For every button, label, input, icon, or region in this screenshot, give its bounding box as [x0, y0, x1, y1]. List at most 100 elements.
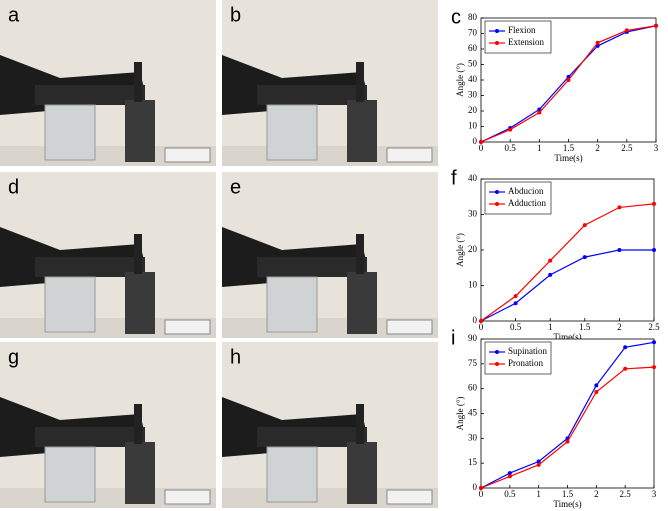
data-point: [513, 294, 518, 299]
controller: [386, 319, 433, 335]
handle: [356, 404, 364, 444]
data-point: [508, 127, 513, 132]
y-axis-label: Angle (°): [455, 63, 465, 97]
photo: d: [0, 172, 216, 338]
data-point: [582, 255, 587, 260]
data-point: [624, 28, 629, 33]
data-point: [594, 383, 599, 388]
y-tick-label: 30: [468, 432, 478, 442]
x-axis-label: Time(s): [553, 332, 581, 342]
data-point: [582, 223, 587, 228]
legend-label: Extension: [508, 37, 544, 47]
controller: [386, 489, 433, 505]
photo: a: [0, 0, 216, 166]
data-point: [479, 140, 483, 144]
data-point: [479, 486, 483, 490]
x-tick-label: 2: [595, 143, 600, 153]
y-tick-label: 40: [468, 173, 478, 183]
y-tick-label: 20: [468, 105, 478, 115]
photo-label: e: [230, 176, 241, 198]
series-line: [480, 203, 655, 322]
legend-marker: [495, 362, 499, 366]
x-tick-label: 3: [654, 143, 659, 153]
legend-marker: [495, 29, 499, 33]
data-point: [548, 272, 553, 277]
y-tick-label: 0: [473, 315, 478, 325]
frame-left: [266, 446, 318, 503]
data-point: [652, 340, 656, 345]
legend-marker: [495, 202, 499, 206]
legend-marker: [495, 41, 499, 45]
device: [125, 100, 155, 162]
photo: e: [222, 172, 438, 338]
device: [347, 100, 377, 162]
x-tick-label: 1: [536, 489, 541, 499]
photo-label: d: [8, 176, 19, 198]
controller: [386, 147, 433, 163]
x-tick-label: 0: [479, 489, 484, 499]
handle: [134, 404, 142, 444]
x-tick-label: 0.5: [505, 143, 517, 153]
y-tick-label: 0: [473, 136, 478, 146]
y-tick-label: 70: [468, 28, 478, 38]
frame-left: [266, 104, 318, 161]
arm-support: [35, 427, 145, 447]
x-tick-label: 0.5: [504, 489, 516, 499]
device: [125, 442, 155, 504]
x-tick-label: 1.5: [579, 322, 591, 332]
x-tick-label: 1: [537, 143, 542, 153]
photo: g: [0, 342, 216, 508]
data-point: [595, 40, 600, 45]
x-tick-label: 2.5: [621, 143, 633, 153]
y-tick-label: 60: [468, 383, 478, 393]
y-tick-label: 10: [468, 121, 478, 131]
data-point: [565, 439, 570, 444]
y-tick-label: 15: [468, 457, 478, 467]
legend-label: Flexion: [508, 25, 536, 35]
y-tick-label: 20: [468, 244, 478, 254]
legend-label: Abducion: [508, 186, 544, 196]
device: [347, 272, 377, 334]
y-tick-label: 80: [468, 12, 478, 22]
x-tick-label: 0.5: [510, 322, 522, 332]
legend-marker: [495, 190, 499, 194]
data-point: [623, 366, 628, 371]
data-point: [548, 258, 553, 263]
data-point: [507, 471, 512, 476]
y-tick-label: 10: [468, 280, 478, 290]
photo-label: b: [230, 4, 241, 26]
x-tick-label: 1: [548, 322, 553, 332]
photo: h: [222, 342, 438, 508]
x-tick-label: 2.5: [620, 489, 632, 499]
photo-label: a: [8, 4, 20, 26]
handle: [134, 234, 142, 274]
data-point: [536, 462, 541, 467]
y-tick-label: 50: [468, 59, 478, 69]
arm-support: [257, 257, 367, 277]
y-tick-label: 30: [468, 209, 478, 219]
controller: [164, 319, 211, 335]
frame-left: [44, 276, 96, 333]
y-axis-label: Angle (°): [455, 397, 465, 431]
data-point: [617, 205, 622, 210]
y-tick-label: 75: [468, 358, 478, 368]
legend-label: Supination: [508, 346, 548, 356]
x-tick-label: 1.5: [562, 489, 574, 499]
y-tick-label: 90: [468, 333, 478, 343]
y-tick-label: 30: [468, 90, 478, 100]
x-axis-label: Time(s): [553, 499, 581, 509]
x-tick-label: 2.5: [648, 322, 660, 332]
arm-support: [257, 427, 367, 447]
x-tick-label: 3: [652, 489, 657, 499]
panel-label: i: [451, 327, 455, 349]
data-point: [537, 110, 542, 115]
data-point: [623, 345, 628, 350]
y-tick-label: 60: [468, 43, 478, 53]
panel-label: c: [451, 6, 461, 28]
data-point: [537, 107, 542, 112]
data-point: [507, 474, 512, 479]
data-point: [479, 319, 483, 323]
legend: [484, 181, 552, 215]
device: [347, 442, 377, 504]
